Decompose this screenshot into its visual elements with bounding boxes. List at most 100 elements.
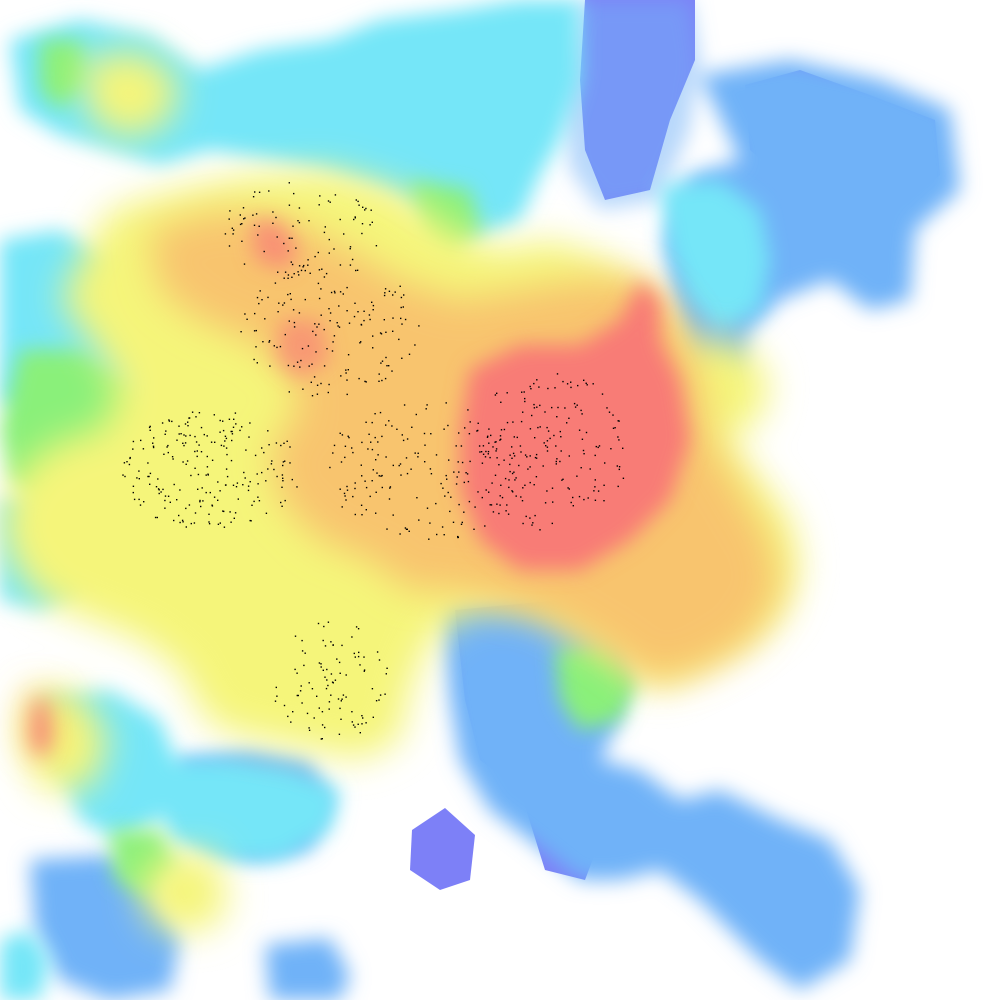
sensor-point [321,268,323,270]
sensor-point [311,395,314,397]
sensor-point [526,456,528,458]
sensor-point [381,435,383,438]
sensor-point [338,305,340,307]
sensor-point [222,420,224,422]
sensor-point [307,345,310,347]
sensor-point [316,393,319,395]
sensor-point [129,456,131,459]
sensor-point [194,467,196,469]
sensor-point [353,218,355,221]
sensor-point [529,455,531,457]
sensor-point [404,527,407,529]
sensor-point [513,471,515,473]
sensor-point [498,512,500,515]
sensor-point [171,456,174,458]
sensor-point [213,496,216,498]
sensor-point [243,218,245,220]
sensor-point [589,468,591,470]
sensor-point [400,306,402,309]
sensor-point [267,296,269,299]
sensor-point [261,447,263,449]
sensor-point [257,496,259,498]
sensor-point [296,672,298,674]
sensor-point [574,406,577,408]
sensor-point [256,473,258,475]
sensor-point [355,199,357,201]
sensor-point [450,496,452,498]
sensor-point [329,320,331,322]
sensor-point [524,397,526,400]
sensor-point [392,294,394,296]
sensor-point [530,388,532,390]
sensor-point [324,726,326,729]
sensor-point [326,348,328,350]
sensor-point [258,191,261,193]
sensor-point [289,293,291,295]
sensor-point [594,499,597,501]
sensor-point [328,308,330,310]
sensor-point [231,430,233,433]
sensor-point [320,314,322,316]
sensor-point [349,264,352,266]
sensor-point [274,282,277,284]
sensor-point [284,271,287,273]
sensor-point [294,668,296,671]
sensor-point [535,453,538,456]
sensor-point [336,658,338,660]
sensor-point [363,670,365,672]
sensor-point [481,462,484,464]
sensor-point [330,673,333,675]
sensor-point [447,424,449,427]
sensor-point [405,528,408,530]
sensor-point [498,464,500,466]
sensor-point [464,427,466,429]
sensor-point [178,433,180,435]
sensor-point [504,477,507,480]
sensor-point [542,465,544,467]
sensor-point [282,480,284,482]
sensor-point [354,216,356,218]
sensor-point [580,409,582,412]
sensor-point [398,464,400,467]
sensor-point [408,530,410,532]
sensor-point [533,407,536,409]
sensor-point [545,445,547,447]
sensor-point [388,420,390,422]
sensor-point [347,369,349,371]
sensor-point [551,522,553,525]
sensor-point [371,480,373,482]
sensor-point [394,291,396,293]
sensor-point [496,457,498,459]
sensor-point [326,679,328,681]
sensor-point [577,384,579,387]
sensor-point [213,414,215,416]
sensor-point [313,717,315,719]
sensor-point [283,302,286,304]
sensor-point [194,512,197,514]
sensor-point [315,334,317,336]
sensor-point [301,347,304,350]
sensor-point [239,223,242,226]
sensor-point [445,474,447,477]
sensor-point [231,227,233,229]
sensor-point [325,687,328,690]
sensor-point [334,679,337,681]
sensor-point [384,377,387,380]
sensor-point [297,271,299,273]
sensor-point [392,317,394,319]
sensor-point [352,451,354,454]
sensor-point [481,496,483,499]
sensor-point [499,504,501,506]
sensor-point [496,503,498,505]
sensor-point [460,445,463,447]
sensor-point [349,248,351,250]
sensor-point [367,448,369,450]
sensor-point [217,523,220,525]
sensor-point [193,522,196,524]
sensor-point [555,445,557,447]
sensor-point [261,299,263,301]
sensor-point [295,247,297,249]
sensor-point [256,362,258,364]
sensor-point [435,502,437,505]
sensor-point [231,439,233,442]
